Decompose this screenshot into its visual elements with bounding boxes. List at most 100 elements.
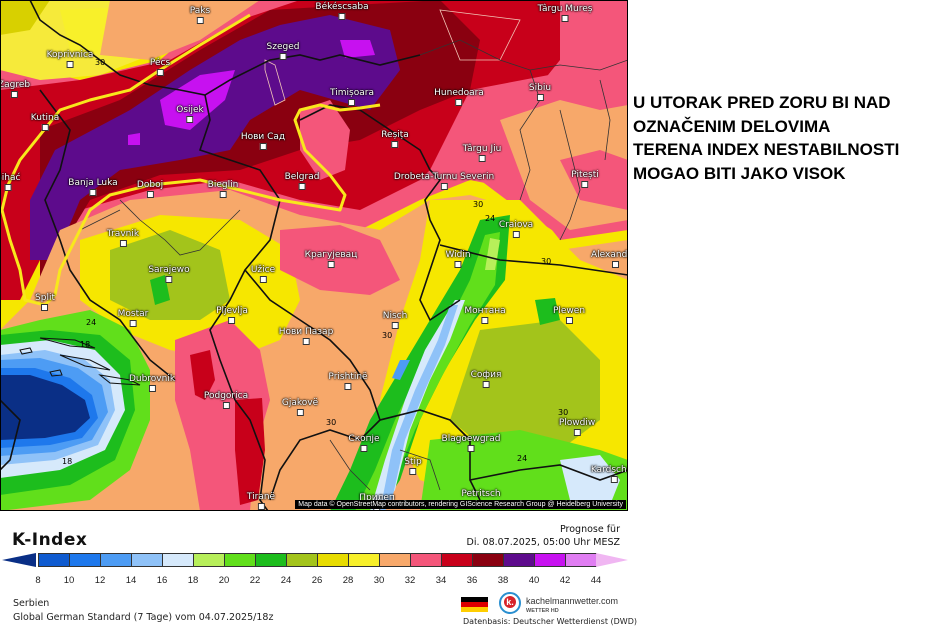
scale-color-segment <box>69 553 101 567</box>
city-marker-icon <box>481 317 489 324</box>
city-marker-icon <box>327 261 335 268</box>
city-marker-icon <box>146 191 154 198</box>
city-label: Stip <box>404 457 422 475</box>
scale-color-segment <box>255 553 287 567</box>
scale-color-segment <box>348 553 380 567</box>
city-label: Drobeta-Turnu Severin <box>394 172 494 190</box>
scale-tick-label: 34 <box>435 575 447 586</box>
scale-tick-label: 38 <box>497 575 509 586</box>
city-name: Bieglin <box>207 180 239 190</box>
city-marker-icon <box>279 53 287 60</box>
scale-tick-label: 26 <box>311 575 323 586</box>
city-marker-icon <box>454 261 462 268</box>
contour-value-label: 18 <box>62 457 73 466</box>
scale-color-segment <box>286 553 318 567</box>
city-marker-icon <box>391 141 399 148</box>
city-marker-icon <box>348 99 356 106</box>
city-name: Kardschali <box>590 465 628 475</box>
city-label: Tiranë <box>247 492 275 510</box>
scale-tick-label: 16 <box>156 575 168 586</box>
annotation-line: MOGAO BITI JAKO VISOK <box>633 163 846 183</box>
scale-tick-label: 18 <box>187 575 199 586</box>
city-name: Craiova <box>498 220 534 230</box>
city-label: Sibiu <box>529 83 551 101</box>
city-marker-icon <box>344 383 352 390</box>
city-label: Banja Luka <box>68 178 118 196</box>
scale-tick-label: 28 <box>342 575 354 586</box>
city-marker-icon <box>338 13 346 20</box>
city-name: Szeged <box>266 42 300 52</box>
contour-value-label: 30 <box>326 418 337 427</box>
scale-color-segment <box>193 553 225 567</box>
city-name: Крагујевац <box>304 250 358 260</box>
city-label: Szeged <box>266 42 300 60</box>
contour-value-label: 30 <box>95 58 106 67</box>
contour-value-label: 30 <box>541 257 552 266</box>
city-name: Târgu Mureș <box>537 4 593 14</box>
city-marker-icon <box>148 385 156 392</box>
city-label: Dubrovnik <box>129 374 175 392</box>
city-label: Split <box>35 293 55 311</box>
scale-left-arrow-icon <box>2 553 36 567</box>
annotation-line: U UTORAK PRED ZORU BI NAD <box>633 93 891 112</box>
region-label: Serbien <box>13 598 50 609</box>
scale-tick-label: 12 <box>94 575 106 586</box>
city-label: Mostar <box>118 309 148 327</box>
city-name: Blagoewgrad <box>441 434 501 444</box>
scale-tick-label: 14 <box>125 575 137 586</box>
scale-tick-label: 42 <box>559 575 571 586</box>
city-marker-icon <box>478 155 486 162</box>
city-marker-icon <box>257 503 265 510</box>
scale-tick-label: 24 <box>280 575 292 586</box>
annotation-line: TERENA INDEX NESTABILNOSTI <box>633 140 900 159</box>
city-name: Drobeta-Turnu Severin <box>393 172 495 182</box>
city-name: Нови Пазар <box>278 327 334 337</box>
city-label: Nisch <box>383 311 407 329</box>
city-marker-icon <box>186 116 194 123</box>
scale-color-segment <box>441 553 473 567</box>
city-name: Монтана <box>464 306 506 316</box>
city-marker-icon <box>119 240 127 247</box>
city-marker-icon <box>467 445 475 452</box>
city-label: Pécs <box>150 58 170 76</box>
city-marker-icon <box>302 338 310 345</box>
city-marker-icon <box>611 261 619 268</box>
city-name: Koprivnica <box>46 50 94 60</box>
scale-tick-label: 8 <box>35 575 41 586</box>
city-name: Belgrad <box>284 172 320 182</box>
city-label: Kardschali <box>591 465 628 483</box>
color-scale-bar <box>2 553 630 569</box>
scale-color-segment <box>534 553 566 567</box>
city-name: Plewen <box>552 306 586 316</box>
city-name: Bihać <box>0 173 21 183</box>
city-label: Hunedoara <box>434 88 484 106</box>
city-name: Gjakovë <box>281 398 319 408</box>
color-scale-ticks: 8 10 12 14 16 18 20 22 24 26 28 30 32 34 36 38 40 42 44 <box>0 575 640 587</box>
city-name: Doboj <box>136 180 164 190</box>
city-label: Alexandria <box>591 250 628 268</box>
city-marker-icon <box>219 191 227 198</box>
scale-tick-label: 20 <box>218 575 230 586</box>
city-label: Doboj <box>137 180 163 198</box>
city-label: София <box>471 370 501 388</box>
city-marker-icon <box>536 94 544 101</box>
city-marker-icon <box>89 189 97 196</box>
city-name: Zagreb <box>0 80 31 90</box>
scale-tick-label: 44 <box>590 575 602 586</box>
city-name: Widin <box>445 250 471 260</box>
city-label: Kutina <box>31 113 59 131</box>
city-label: Osijek <box>176 105 204 123</box>
city-label: Blagoewgrad <box>441 434 501 452</box>
scale-color-segment <box>162 553 194 567</box>
city-name: Tiranë <box>246 492 276 502</box>
brand-name: kachelmannwetter.com WETTER HD <box>526 596 618 616</box>
k-index-heatmap <box>0 0 628 511</box>
scale-color-segment <box>100 553 132 567</box>
model-info: Serbien Global German Standard (7 Tage) … <box>13 597 273 625</box>
city-marker-icon <box>41 304 49 311</box>
city-label: Plowdiw <box>559 418 595 436</box>
city-name: Скопје <box>348 434 380 444</box>
city-label: Скопје <box>348 434 380 452</box>
city-name: Reșița <box>381 130 409 140</box>
city-marker-icon <box>296 409 304 416</box>
